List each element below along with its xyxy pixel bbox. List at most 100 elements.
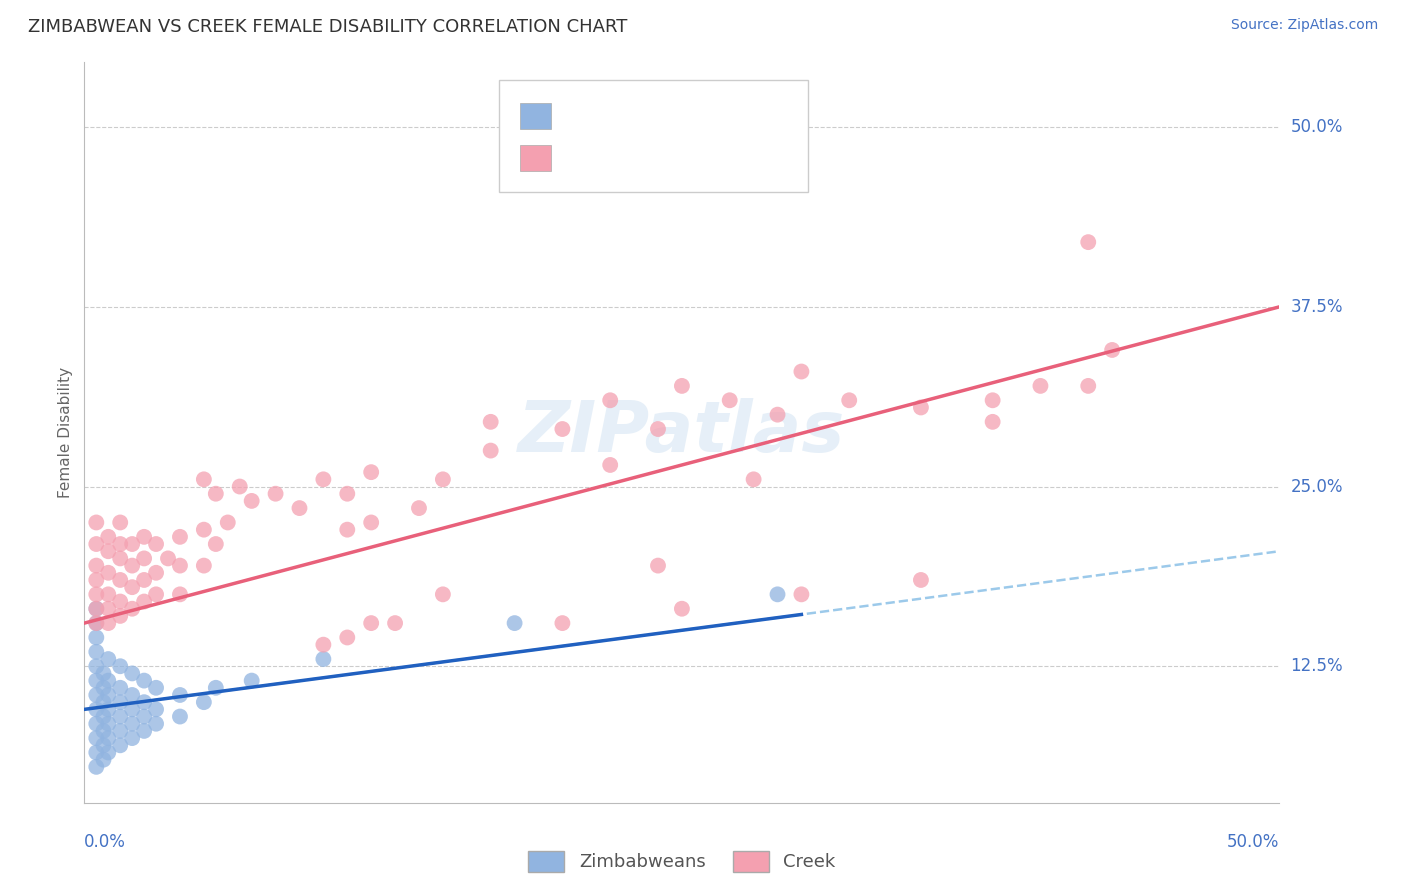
Point [169, 558, 191, 573]
Point [408, 501, 430, 516]
Point [110, 739, 132, 753]
Point [97, 530, 120, 544]
Point [86, 760, 108, 774]
Point [86, 616, 108, 631]
Point [86, 659, 108, 673]
Point [97, 702, 120, 716]
Point [145, 716, 167, 731]
Point [121, 666, 143, 681]
Point [86, 573, 108, 587]
Point [766, 587, 789, 601]
Point [121, 731, 143, 745]
Point [360, 465, 382, 479]
Point [910, 401, 932, 415]
Point [93, 753, 115, 767]
Point [132, 530, 156, 544]
Point [97, 716, 120, 731]
Point [86, 673, 108, 688]
Text: 50.0%: 50.0% [1227, 833, 1279, 851]
Point [169, 530, 191, 544]
Text: 25.0%: 25.0% [1291, 477, 1343, 496]
Point [121, 537, 143, 551]
Point [110, 537, 132, 551]
Point [1029, 379, 1052, 393]
Point [157, 551, 180, 566]
Point [93, 681, 115, 695]
Point [110, 594, 132, 608]
Point [121, 702, 143, 716]
Text: 0.0%: 0.0% [84, 833, 127, 851]
Point [312, 472, 335, 486]
Point [742, 472, 765, 486]
Point [110, 551, 132, 566]
Point [110, 573, 132, 587]
Point [86, 631, 108, 645]
Point [121, 716, 143, 731]
Point [240, 494, 263, 508]
Point [97, 544, 120, 558]
Point [336, 631, 359, 645]
Y-axis label: Female Disability: Female Disability [58, 367, 73, 499]
Point [110, 681, 132, 695]
Point [86, 587, 108, 601]
Point [97, 566, 120, 580]
Point [145, 537, 167, 551]
Point [336, 523, 359, 537]
Point [86, 702, 108, 716]
Point [93, 709, 115, 723]
Point [86, 537, 108, 551]
Point [86, 746, 108, 760]
Point [97, 601, 120, 615]
Point [132, 573, 156, 587]
Point [432, 587, 454, 601]
Point [288, 501, 311, 516]
Point [97, 616, 120, 631]
Point [205, 486, 228, 500]
Point [97, 587, 120, 601]
Text: 50.0%: 50.0% [1291, 118, 1343, 136]
Point [86, 601, 108, 615]
Point [132, 695, 156, 709]
Point [121, 688, 143, 702]
Point [599, 393, 621, 408]
Text: R =  0.196   N = 52: R = 0.196 N = 52 [560, 103, 721, 120]
Point [205, 537, 228, 551]
Point [86, 731, 108, 745]
Point [240, 673, 263, 688]
Point [169, 709, 191, 723]
Point [93, 723, 115, 738]
Point [110, 659, 132, 673]
Point [360, 516, 382, 530]
Point [981, 415, 1004, 429]
Point [86, 601, 108, 615]
Text: R =  0.565   N = 80: R = 0.565 N = 80 [560, 145, 721, 162]
Point [86, 616, 108, 631]
Point [145, 587, 167, 601]
Text: 37.5%: 37.5% [1291, 298, 1343, 316]
Point [479, 443, 502, 458]
Point [193, 558, 215, 573]
Point [432, 472, 454, 486]
Point [384, 616, 406, 631]
Point [110, 695, 132, 709]
Point [110, 516, 132, 530]
Point [110, 723, 132, 738]
Point [93, 695, 115, 709]
Point [93, 739, 115, 753]
Point [360, 616, 382, 631]
Point [217, 516, 239, 530]
Point [132, 723, 156, 738]
Point [312, 652, 335, 666]
Point [86, 645, 108, 659]
Point [671, 379, 693, 393]
Point [1101, 343, 1123, 357]
Point [312, 638, 335, 652]
Point [145, 566, 167, 580]
Point [229, 479, 252, 493]
Point [910, 573, 932, 587]
Point [479, 415, 502, 429]
Point [671, 601, 693, 615]
Point [145, 702, 167, 716]
Point [766, 408, 789, 422]
Point [145, 681, 167, 695]
